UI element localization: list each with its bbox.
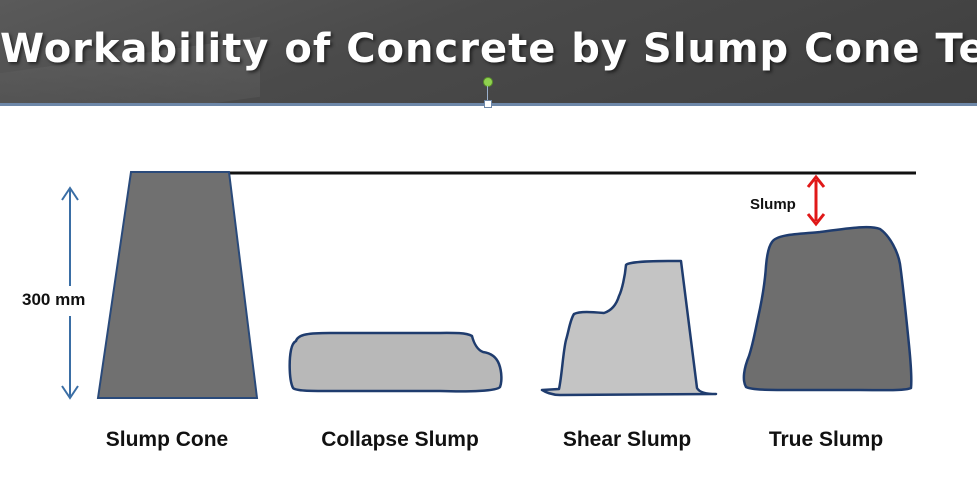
title-banner: Workability of Concrete by Slump Cone Te… [0,0,977,106]
slump-label: Slump [750,196,796,213]
resize-handle[interactable] [484,100,492,108]
collapse-slump-shape [288,331,503,393]
slump-cone-shape [96,171,259,399]
rotation-handle-stem [487,86,488,101]
height-label: 300 mm [22,290,85,309]
diagram-title: Workability of Concrete by Slump Cone Te… [0,26,977,72]
slump-cone-label: Slump Cone [106,428,229,451]
shear-slump-label: Shear Slump [563,428,691,451]
collapse-slump-label: Collapse Slump [321,428,479,451]
slump-arrow [806,174,826,227]
true-slump-label: True Slump [769,428,883,451]
true-slump-shape [742,225,913,392]
height-arrow [61,186,79,400]
shear-slump-shape [540,259,718,397]
rotation-handle[interactable] [483,77,493,87]
